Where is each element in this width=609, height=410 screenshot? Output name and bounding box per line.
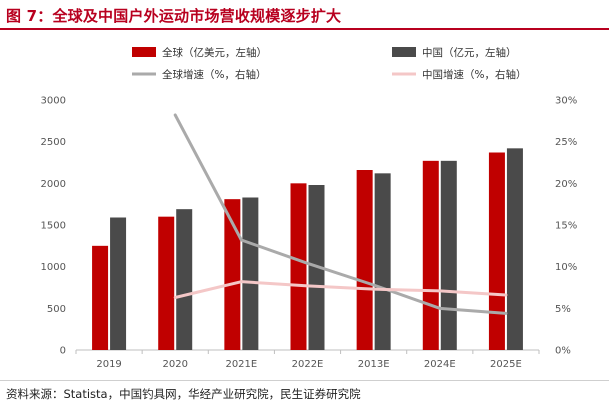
bar-global [422, 160, 439, 350]
legend-label: 全球（亿美元，左轴） [162, 46, 267, 59]
bar-china [242, 197, 259, 350]
x-tick-label: 2020 [162, 359, 187, 370]
line-china-growth [173, 280, 508, 299]
legend-label: 中国增速（%，右轴） [422, 68, 526, 81]
axes: 0 500 1000 1500 2000 2500 3000 0% 5% 10% 15% 20% 25%… [41, 96, 578, 371]
lines [173, 113, 508, 315]
chart: 0 500 1000 1500 2000 2500 3000 0% 5% 10% 15% 20% 25%… [41, 46, 578, 371]
bar-global [224, 199, 241, 350]
source-note: 资料来源：Statista，中国钓具网，华经产业研究院，民生证券研究院 [6, 387, 361, 401]
bar-global [488, 152, 505, 350]
y-left-tick-label: 500 [47, 304, 66, 315]
line-global-growth [173, 113, 508, 315]
bar-global [290, 183, 307, 350]
title-bar: 图 7：全球及中国户外运动市场营收规模逐步扩大 [0, 0, 609, 30]
y-left-tick-label: 2000 [41, 179, 66, 190]
y-right-tick-label: 5% [555, 304, 571, 315]
bar-china [176, 209, 193, 350]
y-right-tick-label: 30% [555, 96, 577, 107]
y-left-tick-label: 0 [60, 346, 66, 357]
x-tick-label: 2021E [225, 359, 257, 370]
y-right-tick-label: 25% [555, 137, 577, 148]
y-left-tick-label: 2500 [41, 137, 66, 148]
legend-label: 中国（亿元，左轴） [422, 46, 517, 59]
figure-title: 图 7：全球及中国户外运动市场营收规模逐步扩大 [6, 7, 342, 25]
legend-swatch [132, 47, 156, 57]
y-left-tick-label: 3000 [41, 96, 66, 107]
x-tick-label: 2024E [424, 359, 456, 370]
bar-global [356, 170, 373, 350]
y-right-tick-label: 10% [555, 262, 577, 273]
bar-china [506, 148, 523, 350]
x-tick-label: 2025E [490, 359, 522, 370]
bar-global [92, 245, 109, 350]
x-tick-label: 2019 [96, 359, 121, 370]
y-left-tick-label: 1500 [41, 221, 66, 232]
bar-china [110, 217, 127, 350]
legend: 全球（亿美元，左轴） 中国（亿元，左轴） 全球增速（%，右轴） 中国增速（%，右轴） [132, 46, 526, 81]
bar-china [440, 160, 457, 350]
y-right-tick-label: 15% [555, 221, 577, 232]
y-right-tick-label: 0% [555, 346, 571, 357]
x-tick-label: 2013E [358, 359, 390, 370]
y-left-tick-label: 1000 [41, 262, 66, 273]
y-right-tick-label: 20% [555, 179, 577, 190]
bar-china [374, 173, 391, 350]
footer-divider [0, 380, 609, 381]
legend-label: 全球增速（%，右轴） [162, 68, 266, 81]
x-tick-label: 2022E [292, 359, 324, 370]
bars [92, 148, 523, 350]
legend-swatch [392, 47, 416, 57]
bar-global [158, 216, 175, 350]
